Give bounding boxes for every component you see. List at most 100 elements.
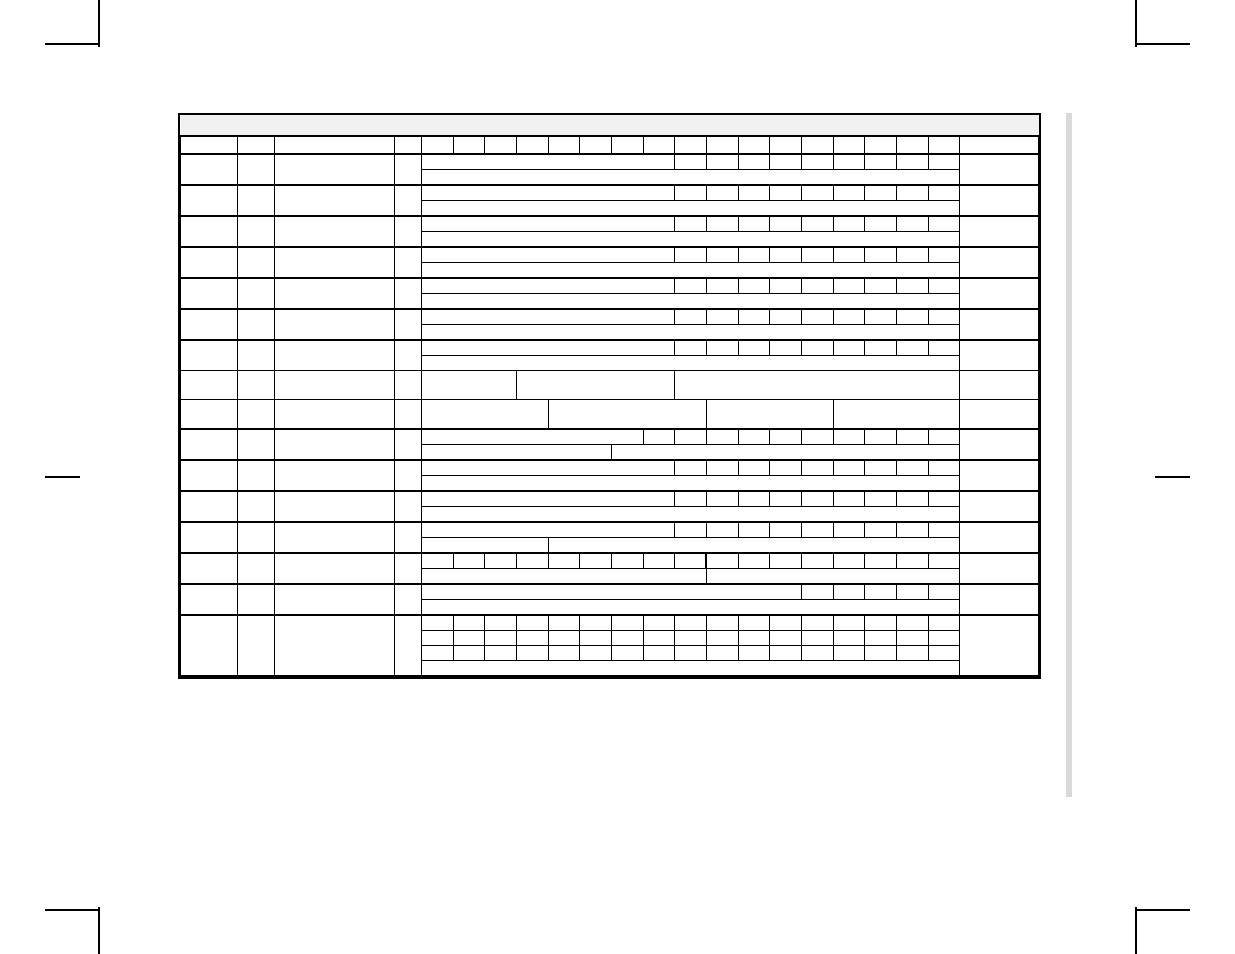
table-cell	[181, 309, 238, 340]
table-cell	[422, 371, 517, 400]
table-cell	[675, 460, 707, 476]
table-cell	[675, 309, 707, 325]
table-cell	[801, 340, 833, 356]
table-cell	[274, 309, 395, 340]
table-cell	[395, 400, 422, 430]
table-cell	[548, 615, 580, 631]
table-cell	[706, 491, 738, 507]
table-cell	[453, 631, 485, 646]
table-cell	[865, 491, 897, 507]
table-cell	[770, 631, 802, 646]
table-cell	[422, 201, 960, 217]
table-cell	[896, 553, 928, 569]
table-cell	[928, 646, 960, 661]
table-cell	[422, 232, 960, 248]
table-cell	[548, 538, 960, 554]
table-cell	[865, 429, 897, 445]
table-cell	[833, 460, 865, 476]
table-cell	[865, 185, 897, 201]
table-cell	[928, 491, 960, 507]
table-cell	[274, 340, 395, 371]
table-cell	[181, 278, 238, 309]
table-cell	[896, 216, 928, 232]
table-cell	[865, 340, 897, 356]
crop-mark	[45, 43, 100, 45]
table-cell	[801, 309, 833, 325]
table-header	[548, 136, 580, 154]
table-cell	[422, 553, 454, 569]
table-cell	[675, 615, 707, 631]
table-cell	[738, 460, 770, 476]
table-cell	[611, 646, 643, 661]
table-cell	[453, 553, 485, 569]
crop-mark	[1155, 476, 1190, 478]
table-cell	[274, 216, 395, 247]
table-cell	[611, 631, 643, 646]
table-cell	[865, 216, 897, 232]
table-cell	[422, 460, 675, 476]
table-cell	[181, 247, 238, 278]
table-cell	[422, 522, 675, 538]
table-cell	[801, 460, 833, 476]
table-cell	[770, 646, 802, 661]
table-cell	[896, 278, 928, 294]
table-cell	[801, 646, 833, 661]
table-cell	[274, 584, 395, 615]
table-cell	[738, 522, 770, 538]
table-cell	[896, 631, 928, 646]
table-cell	[675, 371, 960, 400]
table-cell	[422, 507, 960, 523]
table-cell	[928, 185, 960, 201]
table-cell	[706, 631, 738, 646]
table-header	[516, 136, 548, 154]
table-cell	[960, 400, 1039, 430]
table-header	[928, 136, 960, 154]
table-cell	[960, 216, 1039, 247]
table-cell	[548, 646, 580, 661]
table-cell	[801, 216, 833, 232]
table-cell	[238, 185, 275, 216]
table-cell	[738, 216, 770, 232]
table-cell	[801, 615, 833, 631]
table-cell	[485, 553, 517, 569]
table-cell	[422, 340, 675, 356]
table-cell	[395, 247, 422, 278]
table-cell	[580, 615, 612, 631]
table-cell	[422, 661, 960, 677]
table-header	[960, 136, 1039, 154]
table-cell	[580, 553, 612, 569]
table-cell	[675, 491, 707, 507]
table-cell	[928, 247, 960, 263]
table-cell	[770, 185, 802, 201]
table-cell	[770, 491, 802, 507]
table-cell	[960, 371, 1039, 400]
table-cell	[274, 429, 395, 460]
table-cell	[833, 340, 865, 356]
table-cell	[422, 538, 549, 554]
table-cell	[770, 154, 802, 170]
table-cell	[833, 216, 865, 232]
table-cell	[960, 584, 1039, 615]
table-cell	[238, 491, 275, 522]
table-cell	[706, 216, 738, 232]
table-cell	[738, 429, 770, 445]
table-cell	[274, 460, 395, 491]
table-cell	[801, 429, 833, 445]
table-cell	[274, 154, 395, 185]
table-cell	[274, 491, 395, 522]
table-cell	[770, 247, 802, 263]
table-cell	[181, 460, 238, 491]
table-cell	[960, 278, 1039, 309]
table-cell	[643, 429, 675, 445]
table-cell	[706, 646, 738, 661]
table-cell	[865, 460, 897, 476]
table-cell	[675, 278, 707, 294]
table-cell	[738, 615, 770, 631]
table-cell	[548, 400, 706, 430]
table-cell	[395, 491, 422, 522]
table-cell	[422, 600, 960, 616]
table-cell	[770, 615, 802, 631]
table-cell	[422, 170, 960, 186]
table-cell	[675, 154, 707, 170]
table-cell	[960, 553, 1039, 584]
